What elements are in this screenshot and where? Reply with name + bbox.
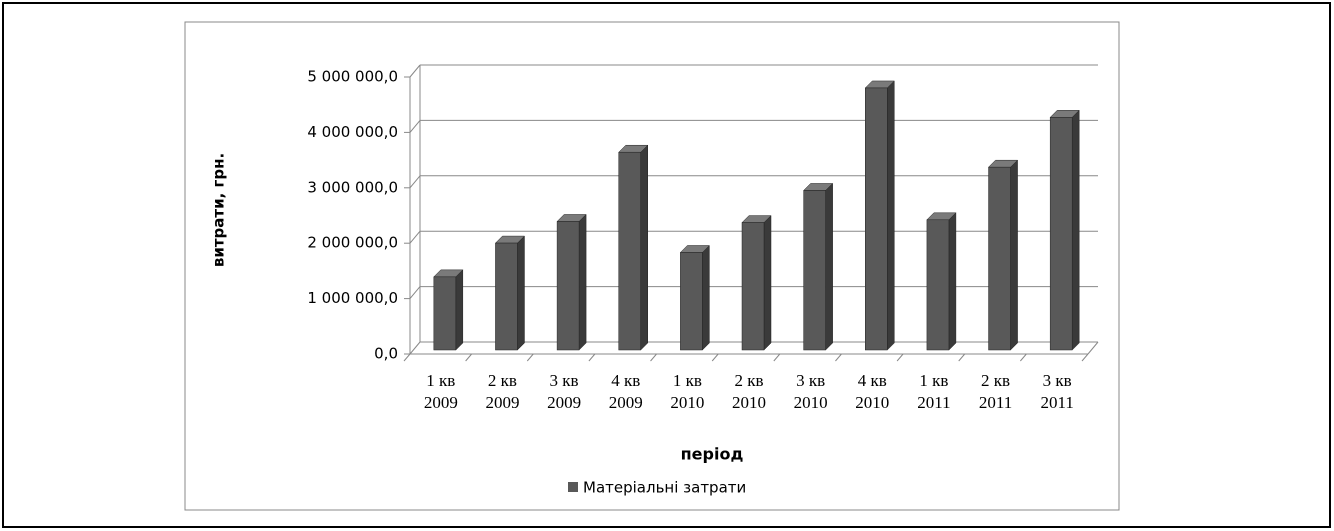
y-tick-label: 2 000 000,0	[307, 234, 398, 252]
x-tick-label: 1 кв 2009	[423, 371, 458, 412]
x-tick-label: 4 кв 2009	[608, 371, 643, 412]
bar	[803, 182, 834, 351]
bar	[556, 213, 587, 351]
bar-side	[455, 269, 464, 351]
legend-label: Матеріальні затрати	[583, 479, 746, 497]
grid-line	[409, 286, 421, 299]
bar-side	[763, 214, 772, 351]
bar-side	[1010, 159, 1018, 351]
x-tick-mark	[958, 353, 966, 362]
x-tick-mark	[1019, 353, 1027, 362]
bar-front	[433, 276, 457, 351]
x-tick-mark	[650, 353, 657, 362]
x-tick-mark	[526, 353, 534, 362]
grid-line	[409, 175, 421, 189]
bar-front	[803, 190, 826, 351]
x-tick-mark	[711, 353, 719, 362]
bar-side	[578, 213, 587, 351]
bar-front	[680, 252, 703, 351]
y-tick-label: 3 000 000,0	[307, 178, 398, 196]
x-tick-label: 3 кв 2011	[1040, 371, 1074, 412]
x-tick-label: 4 кв 2010	[855, 371, 890, 412]
bar	[987, 159, 1019, 351]
bar	[679, 244, 710, 351]
bar-side	[517, 235, 525, 351]
x-tick-label: 2 кв 2011	[978, 371, 1013, 412]
x-tick-label: 3 кв 2010	[793, 371, 828, 412]
x-axis-label: період	[681, 445, 744, 464]
x-tick-mark	[835, 353, 842, 362]
bar-front	[618, 151, 641, 351]
chart-area	[184, 21, 1120, 511]
y-tick-label: 5 000 000,0	[307, 68, 398, 86]
grid-line	[409, 120, 421, 133]
grid-line	[409, 64, 421, 78]
grid-line	[409, 230, 421, 244]
bar-front	[495, 242, 518, 351]
bar	[741, 214, 772, 351]
grid-line	[409, 341, 421, 355]
x-tick-mark	[896, 353, 904, 362]
bar-front	[988, 166, 1011, 351]
x-tick-label: 3 кв 2009	[547, 371, 582, 412]
bar-front	[741, 222, 765, 351]
bar	[926, 212, 957, 351]
x-tick-label: 2 кв 2009	[485, 371, 520, 412]
bar-front	[926, 219, 950, 351]
y-tick-label: 1 000 000,0	[307, 289, 398, 307]
x-tick-mark	[403, 353, 411, 362]
bar	[618, 144, 649, 351]
x-tick-label: 2 кв 2010	[732, 371, 766, 412]
bar-side	[640, 144, 648, 351]
bar-side	[948, 212, 957, 351]
bar-front	[865, 87, 888, 351]
bar-side	[702, 244, 710, 351]
x-tick-mark	[465, 353, 473, 362]
bar-side	[825, 182, 833, 351]
bar	[433, 269, 464, 351]
bar-side	[1071, 109, 1080, 351]
y-tick-label: 0,0	[374, 345, 398, 363]
floor-edge	[1087, 341, 1099, 355]
y-tick-label: 4 000 000,0	[307, 123, 398, 141]
bar	[494, 235, 526, 351]
bar	[864, 80, 895, 351]
y-axis-label: витрати, грн.	[210, 153, 228, 267]
x-tick-mark	[1081, 353, 1089, 362]
bar-side	[887, 80, 895, 351]
bar	[1049, 109, 1080, 351]
x-tick-label: 1 кв 2010	[670, 371, 705, 412]
x-tick-mark	[588, 353, 596, 362]
bar-front	[1049, 117, 1073, 351]
bar-front	[556, 221, 580, 351]
x-tick-mark	[773, 353, 781, 362]
legend-swatch	[568, 482, 578, 492]
x-tick-label: 1 кв 2011	[917, 371, 951, 412]
